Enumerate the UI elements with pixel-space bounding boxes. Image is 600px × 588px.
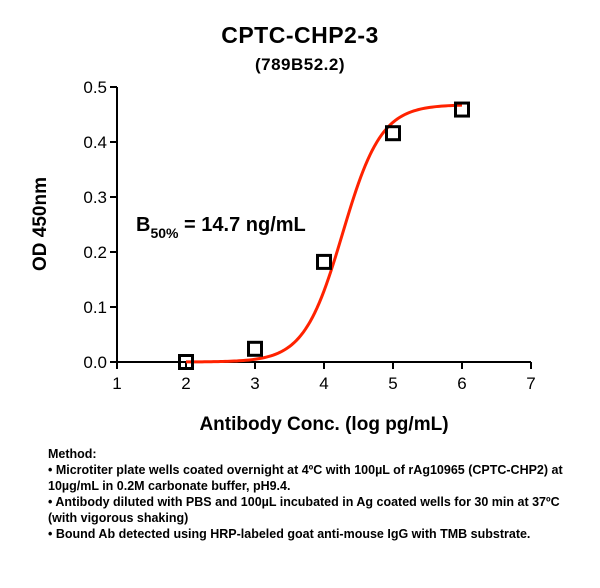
y-tick-label: 0.1 — [83, 298, 107, 317]
b50-prefix: B — [136, 214, 150, 236]
data-point — [454, 101, 470, 118]
method-heading: Method: — [48, 447, 97, 461]
x-tick-label: 6 — [457, 374, 466, 393]
y-axis-label: OD 450nm — [30, 177, 51, 271]
b50-annotation: B50% = 14.7 ng/mL — [136, 214, 306, 241]
data-point — [385, 125, 401, 142]
y-tick-label: 0.4 — [83, 133, 107, 152]
method-bullet: • Antibody diluted with PBS and 100µL in… — [48, 495, 560, 525]
data-point — [316, 253, 332, 270]
x-tick-label: 7 — [526, 374, 535, 393]
y-tick-label: 0.0 — [83, 353, 107, 372]
fit-curve — [185, 103, 463, 364]
data-point — [178, 354, 194, 370]
method-bullet: • Microtiter plate wells coated overnigh… — [48, 463, 563, 493]
x-tick-label: 2 — [181, 374, 190, 393]
y-tick-label: 0.2 — [83, 243, 107, 262]
method-section: Method: • Microtiter plate wells coated … — [48, 446, 588, 542]
x-ticks: 1 2 3 4 5 6 7 — [112, 362, 536, 393]
chart-subtitle: (789B52.2) — [254, 55, 346, 74]
y-tick-label: 0.3 — [83, 188, 107, 207]
x-tick-label: 1 — [112, 374, 121, 393]
y-ticks: 0.0 0.1 0.2 0.3 0.4 0.5 — [83, 78, 117, 372]
x-axis-label: Antibody Conc. (log pg/mL) — [199, 414, 448, 435]
x-tick-label: 4 — [319, 374, 328, 393]
x-tick-label: 3 — [250, 374, 259, 393]
chart-plot: 0.0 0.1 0.2 0.3 0.4 0.5 1 2 3 4 5 6 7 OD 450nm Anti… — [30, 78, 536, 435]
data-point — [247, 340, 263, 357]
b50-subscript: 50% — [150, 225, 179, 241]
x-tick-label: 5 — [388, 374, 397, 393]
data-points — [178, 101, 470, 370]
method-bullet: • Bound Ab detected using HRP-labeled go… — [48, 527, 531, 541]
chart-title: CPTC-CHP2-3 — [221, 22, 379, 48]
b50-value: = 14.7 ng/mL — [178, 214, 305, 236]
y-tick-label: 0.5 — [83, 78, 107, 97]
